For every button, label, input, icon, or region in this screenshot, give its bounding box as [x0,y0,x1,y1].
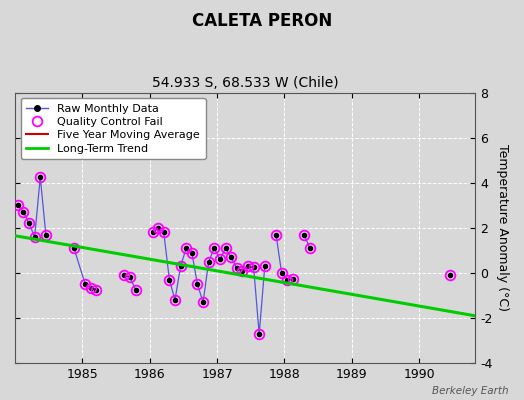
Text: CALETA PERON: CALETA PERON [192,12,332,30]
Title: 54.933 S, 68.533 W (Chile): 54.933 S, 68.533 W (Chile) [152,76,339,90]
Y-axis label: Temperature Anomaly (°C): Temperature Anomaly (°C) [496,144,509,311]
Text: Berkeley Earth: Berkeley Earth [432,386,508,396]
Legend: Raw Monthly Data, Quality Control Fail, Five Year Moving Average, Long-Term Tren: Raw Monthly Data, Quality Control Fail, … [20,98,205,159]
